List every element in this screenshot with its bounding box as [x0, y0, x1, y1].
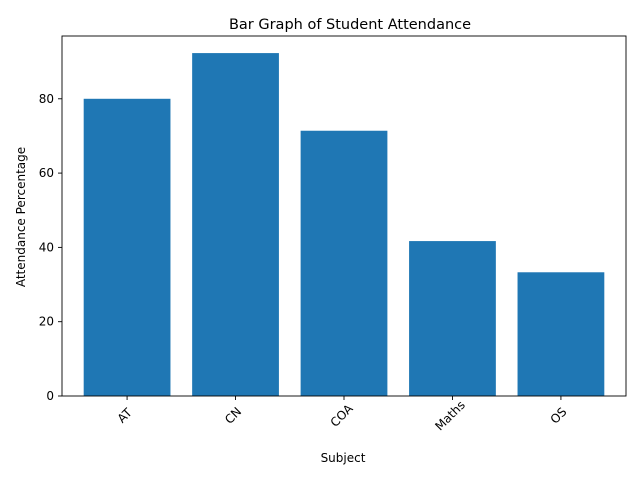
y-tick-label: 80 — [39, 92, 54, 106]
bar-at — [83, 98, 171, 396]
bar-os — [517, 272, 605, 396]
y-tick-label: 60 — [39, 166, 54, 180]
y-axis-label: Attendance Percentage — [14, 147, 28, 287]
y-tick-label: 20 — [39, 315, 54, 329]
bar-maths — [409, 241, 496, 396]
bar-cn — [192, 53, 279, 397]
y-tick-label: 0 — [46, 389, 54, 403]
x-axis-label: Subject — [321, 451, 366, 465]
y-ticks-group: 0 20 40 60 80 — [39, 92, 62, 403]
bar-coa — [300, 130, 388, 397]
bars-group — [83, 53, 605, 397]
chart-title: Bar Graph of Student Attendance — [229, 17, 471, 33]
y-tick-label: 40 — [39, 240, 54, 254]
